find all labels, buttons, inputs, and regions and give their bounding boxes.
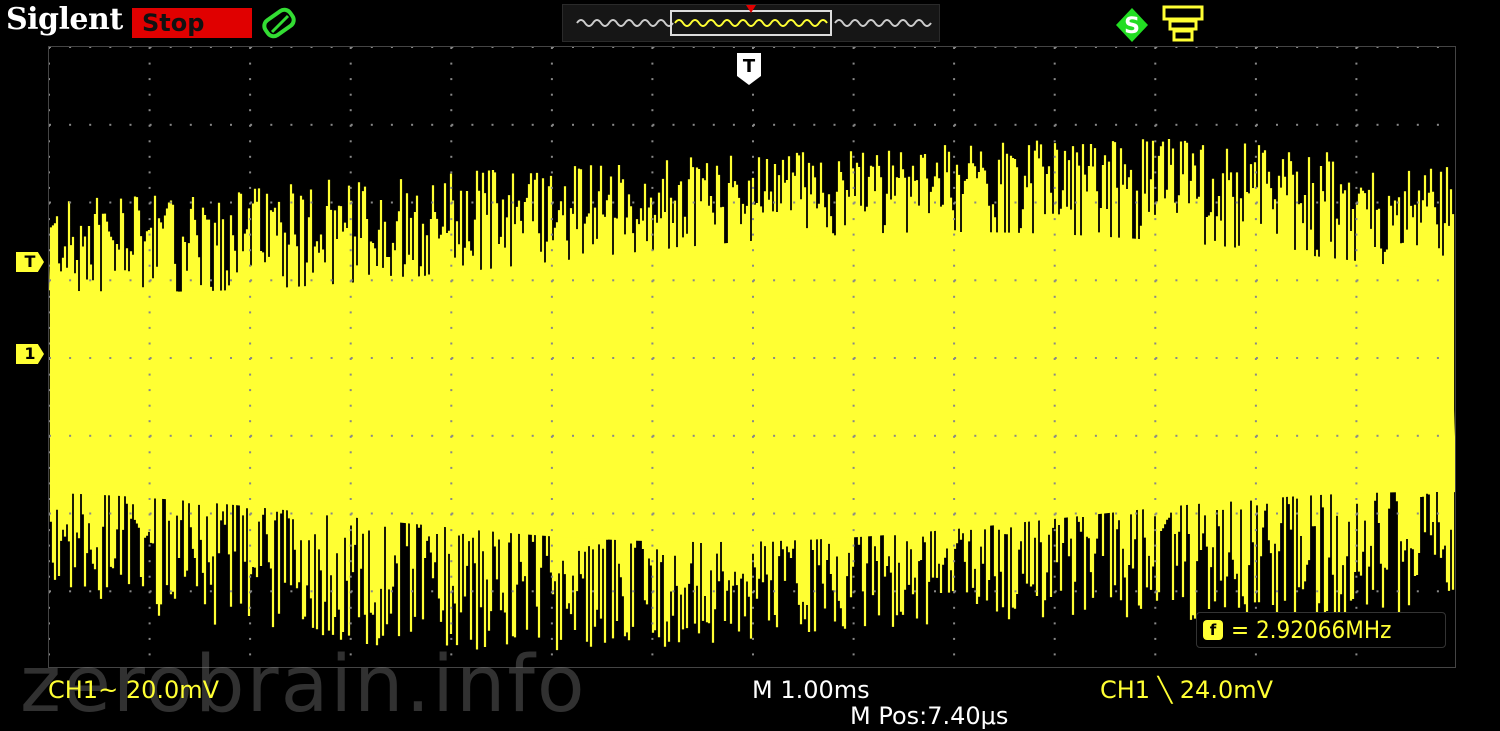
timebase[interactable]: M 1.00ms (752, 676, 870, 704)
waveform-canvas (49, 47, 1455, 656)
memory-overview-bar[interactable] (562, 4, 940, 42)
trigger-position-label: T (743, 56, 756, 77)
ch1-scale[interactable]: CH1~ 20.0mV (48, 676, 220, 704)
trigger-arrow-icon: T (737, 53, 761, 85)
brand-logo: Siglent (6, 2, 123, 37)
acquire-icon (262, 7, 296, 39)
frequency-icon: f (1203, 620, 1223, 640)
horizontal-position[interactable]: M Pos:7.40μs (850, 702, 1009, 730)
waveform-display[interactable] (48, 46, 1456, 668)
usb-icon (1162, 5, 1204, 42)
save-icon: S (1116, 8, 1148, 42)
graticule (49, 47, 1439, 656)
top-status-bar: Siglent Stop S (0, 0, 1500, 46)
trigger-level-marker[interactable]: T (16, 252, 44, 272)
ch1-trace (49, 139, 1455, 651)
trigger-setting[interactable]: CH1 ╲ 24.0mV (1100, 676, 1274, 704)
frequency-readout: f = 2.92066MHz (1196, 612, 1446, 648)
run-stop-indicator[interactable]: Stop (132, 8, 252, 38)
trigger-position-marker[interactable]: T (736, 52, 762, 86)
frequency-value: = 2.92066MHz (1231, 616, 1392, 644)
svg-text:S: S (1124, 14, 1140, 39)
channel1-ground-marker[interactable]: 1 (16, 344, 44, 364)
